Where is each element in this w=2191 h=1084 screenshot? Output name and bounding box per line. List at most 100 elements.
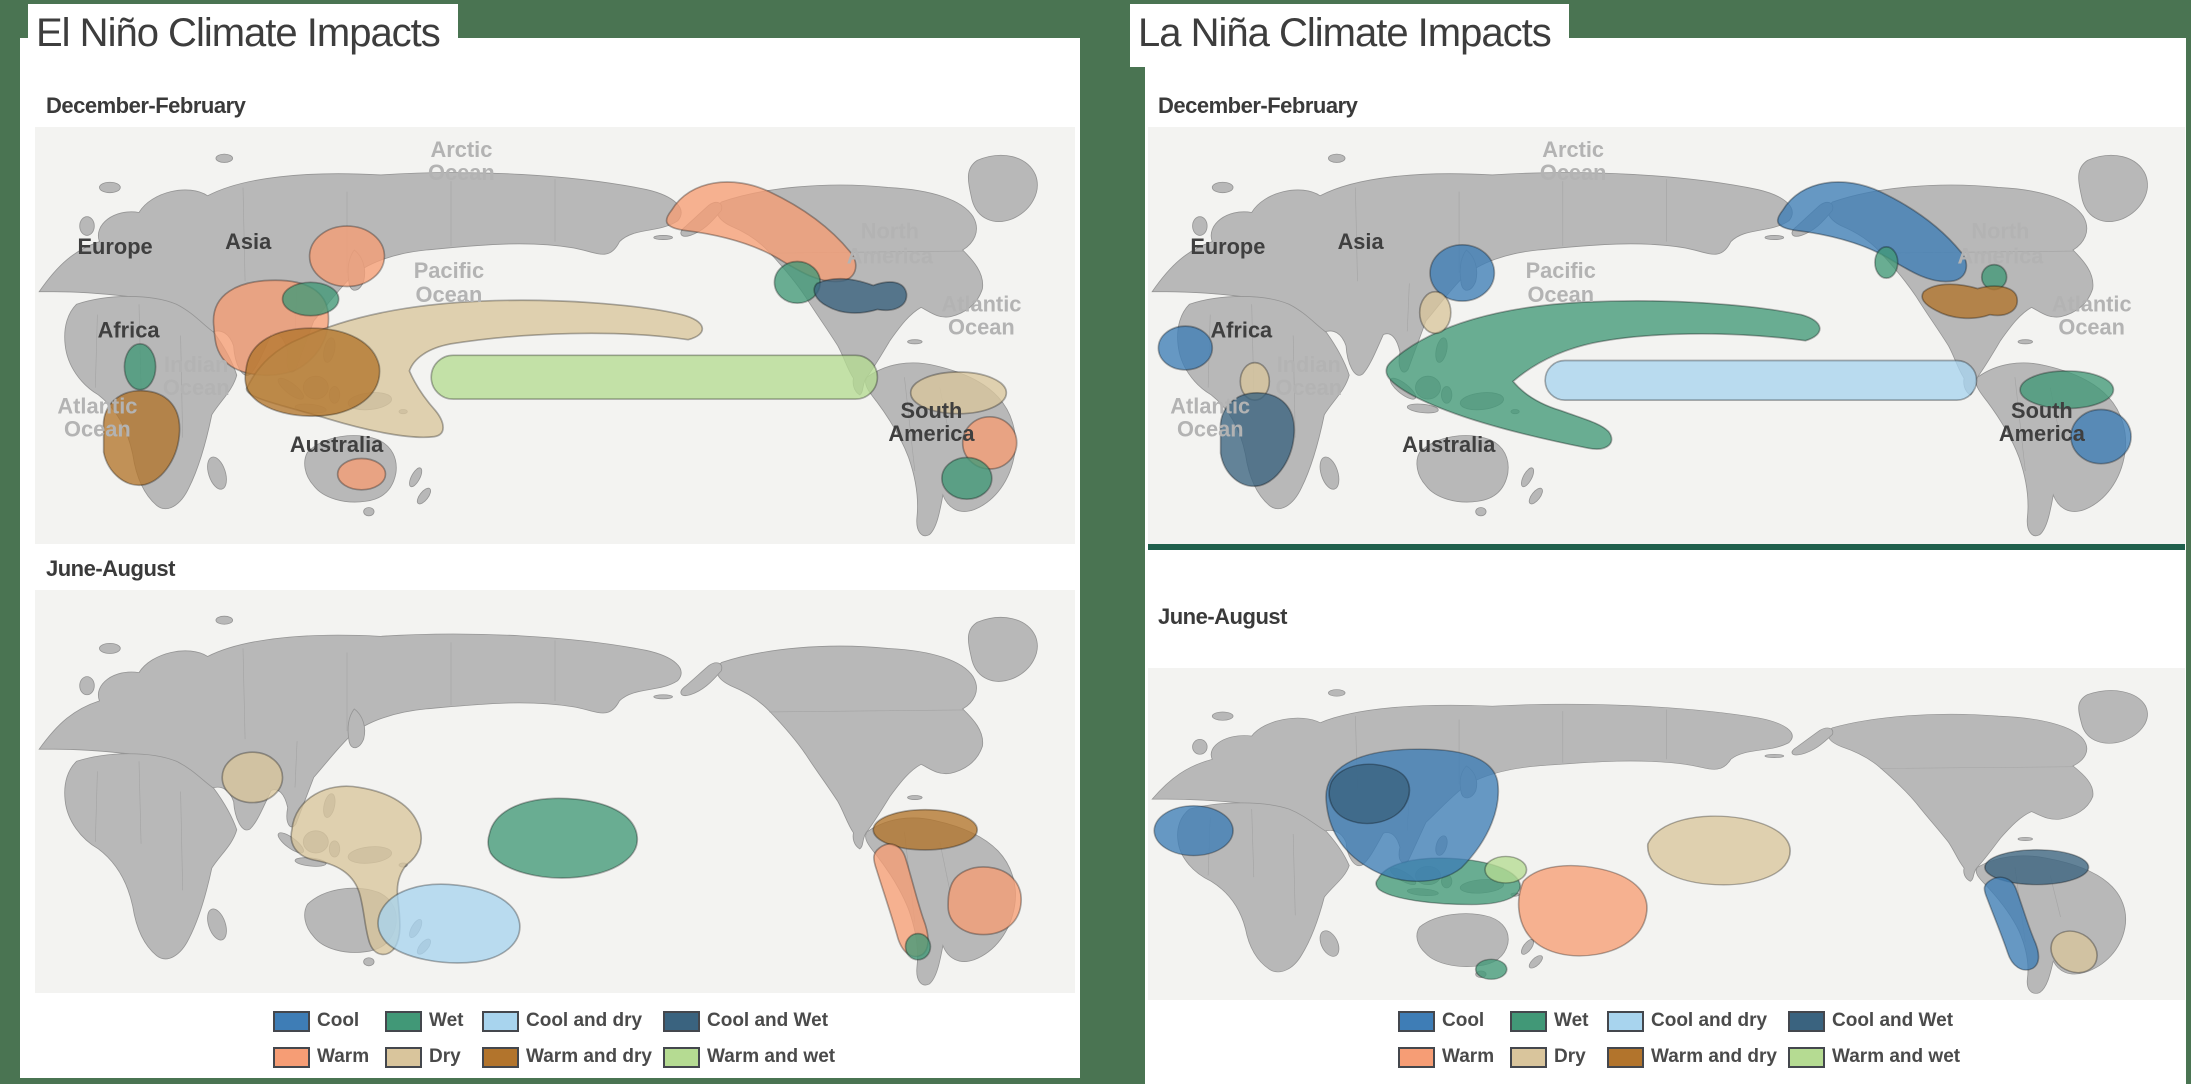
legend-swatch-cool-and-dry bbox=[482, 1010, 519, 1032]
label-europe: Europe bbox=[1190, 234, 1265, 259]
legend-label-warm-and-wet: Warm and wet bbox=[1832, 1046, 1961, 1067]
label-indian-ocean-1: Indian bbox=[164, 352, 228, 377]
impact-blob-wet-central-pacific bbox=[487, 797, 638, 879]
label-indian-ocean-2: Ocean bbox=[163, 375, 230, 400]
label-arctic-ocean-2: Ocean bbox=[428, 160, 495, 185]
impact-blob-wet-south-china bbox=[281, 281, 340, 317]
impact-blob-wet-west-pacific-boomerang bbox=[1385, 300, 1821, 450]
label-south-america-2: America bbox=[1999, 421, 2086, 446]
impact-blob-dry-se-china-coast bbox=[1418, 290, 1452, 335]
legend-swatch-cool-and-wet bbox=[1788, 1010, 1825, 1032]
legend-label-dry: Dry bbox=[429, 1046, 461, 1067]
impact-blob-cool-east-brazil bbox=[2070, 408, 2132, 465]
legend-item-cool-and-dry: Cool and dry bbox=[1607, 1010, 1767, 1032]
legend-swatch-warm-and-dry bbox=[1607, 1046, 1644, 1068]
impact-blob-warmdry-northern-south-america bbox=[872, 808, 979, 851]
label-atlantic-ocean-east-1: Atlantic bbox=[941, 291, 1021, 316]
legend-swatch-cool bbox=[273, 1010, 310, 1032]
impact-blob-cooldry-equatorial-pacific bbox=[1544, 359, 1978, 401]
label-arctic-ocean-2: Ocean bbox=[1540, 160, 1607, 185]
label-pacific-ocean-2: Ocean bbox=[1527, 282, 1594, 307]
label-atlantic-ocean-west-1: Atlantic bbox=[57, 394, 137, 419]
legend-label-cool: Cool bbox=[1442, 1010, 1485, 1031]
legend-item-cool-and-wet: Cool and Wet bbox=[663, 1010, 828, 1032]
impact-blob-wet-northern-south-america bbox=[2019, 370, 2115, 410]
impact-blob-coolwet-southern-africa bbox=[1219, 392, 1296, 488]
label-asia: Asia bbox=[225, 229, 272, 254]
legend-swatch-cool-and-wet bbox=[663, 1010, 700, 1032]
impact-blob-cool-west-africa bbox=[1157, 325, 1214, 371]
label-north-america-1: North bbox=[861, 219, 919, 244]
legend-swatch-cool-and-dry bbox=[1607, 1010, 1644, 1032]
legend-item-cool-and-dry: Cool and dry bbox=[482, 1010, 642, 1032]
legend-label-wet: Wet bbox=[1554, 1010, 1589, 1031]
legend-swatch-wet bbox=[385, 1010, 422, 1032]
legend-item-warm-and-dry: Warm and dry bbox=[1607, 1046, 1777, 1068]
label-atlantic-ocean-west-2: Ocean bbox=[1177, 417, 1244, 442]
label-north-america-1: North bbox=[1971, 218, 2029, 243]
legend-item-warm-and-dry: Warm and dry bbox=[482, 1046, 652, 1068]
el-nino-jja-map bbox=[35, 590, 1075, 993]
label-arctic-ocean-1: Arctic bbox=[430, 137, 492, 162]
legend-item-wet: Wet bbox=[1510, 1010, 1588, 1032]
el-nino-djf-map: Europe Asia Africa Australia South Ameri… bbox=[35, 127, 1075, 544]
legend-label-cool-and-dry: Cool and dry bbox=[526, 1010, 643, 1031]
legend-item-warm-and-wet: Warm and wet bbox=[663, 1046, 835, 1068]
legend-item-cool-and-wet: Cool and Wet bbox=[1788, 1010, 1953, 1032]
legend-swatch-dry bbox=[1510, 1046, 1547, 1068]
impact-blob-warmwet-new-guinea bbox=[1484, 855, 1528, 884]
legend-label-cool-and-wet: Cool and Wet bbox=[707, 1010, 829, 1031]
legend-label-cool-and-dry: Cool and dry bbox=[1651, 1010, 1768, 1031]
impact-blob-wet-tasmania bbox=[1474, 958, 1508, 980]
impact-blob-warm-se-brazil bbox=[961, 415, 1018, 470]
legend-label-warm: Warm bbox=[1442, 1046, 1495, 1067]
el-nino-djf-season-label: December-February bbox=[46, 93, 246, 118]
label-pacific-ocean-1: Pacific bbox=[414, 258, 484, 283]
legend-label-dry: Dry bbox=[1554, 1046, 1586, 1067]
legend-item-cool: Cool bbox=[1398, 1010, 1484, 1032]
legend-label-wet: Wet bbox=[429, 1010, 464, 1031]
impact-blob-cool-japan bbox=[1429, 243, 1496, 302]
impact-blob-warmdry-gulf-states bbox=[1921, 283, 2018, 320]
el-nino-jja-season-label: June-August bbox=[46, 556, 175, 581]
label-australia: Australia bbox=[1402, 432, 1496, 457]
legend-item-warm: Warm bbox=[273, 1046, 369, 1068]
impact-blob-coolwet-india bbox=[1328, 763, 1411, 825]
label-atlantic-ocean-west-2: Ocean bbox=[64, 417, 131, 442]
legend-label-warm-and-dry: Warm and dry bbox=[1651, 1046, 1777, 1067]
legend-item-dry: Dry bbox=[1510, 1046, 1586, 1068]
el-nino-panel: December-February Europe Asia Africa Aus… bbox=[20, 38, 1080, 1078]
la-nina-djf-map: Europe Asia Africa Australia South Ameri… bbox=[1148, 127, 2185, 550]
label-indian-ocean-2: Ocean bbox=[1275, 375, 1342, 400]
legend-swatch-warm bbox=[1398, 1046, 1435, 1068]
legend-swatch-dry bbox=[385, 1046, 422, 1068]
legend-label-cool-and-wet: Cool and Wet bbox=[1832, 1010, 1954, 1031]
legend-label-cool: Cool bbox=[317, 1010, 360, 1031]
legend-swatch-warm-and-wet bbox=[663, 1046, 700, 1068]
label-south-america-1: South bbox=[2011, 398, 2073, 423]
impact-blob-warmdry-southern-africa bbox=[102, 389, 181, 487]
impact-blob-cool-andes bbox=[1983, 876, 2040, 971]
label-north-america-2: America bbox=[847, 244, 934, 269]
label-north-america-2: America bbox=[1957, 244, 2044, 269]
label-atlantic-ocean-east-2: Ocean bbox=[2058, 314, 2125, 339]
legend-swatch-warm-and-dry bbox=[482, 1046, 519, 1068]
label-europe: Europe bbox=[77, 234, 152, 259]
label-atlantic-ocean-west-1: Atlantic bbox=[1170, 394, 1250, 419]
impact-blob-warm-se-australia bbox=[336, 457, 387, 491]
la-nina-djf-season-label: December-February bbox=[1158, 93, 1358, 118]
impact-blob-dry-northern-south-america bbox=[909, 371, 1008, 415]
label-africa: Africa bbox=[1210, 318, 1273, 343]
legend-swatch-warm bbox=[273, 1046, 310, 1068]
la-nina-jja-map bbox=[1148, 668, 2185, 1000]
impact-blob-coolwet-northern-south-america bbox=[1984, 849, 2090, 886]
legend-swatch-warm-and-wet bbox=[1788, 1046, 1825, 1068]
legend-label-warm: Warm bbox=[317, 1046, 370, 1067]
legend-item-cool: Cool bbox=[273, 1010, 359, 1032]
impact-blob-wet-us-west-small bbox=[1874, 246, 1899, 279]
la-nina-panel: December-February Europe Asia Africa Aus… bbox=[1145, 38, 2186, 1084]
el-nino-title: El Niño Climate Impacts bbox=[28, 4, 458, 67]
label-indian-ocean-1: Indian bbox=[1277, 352, 1341, 377]
impact-blob-coolwet-southern-us bbox=[813, 277, 908, 314]
impact-blob-wet-uruguay bbox=[941, 456, 993, 501]
